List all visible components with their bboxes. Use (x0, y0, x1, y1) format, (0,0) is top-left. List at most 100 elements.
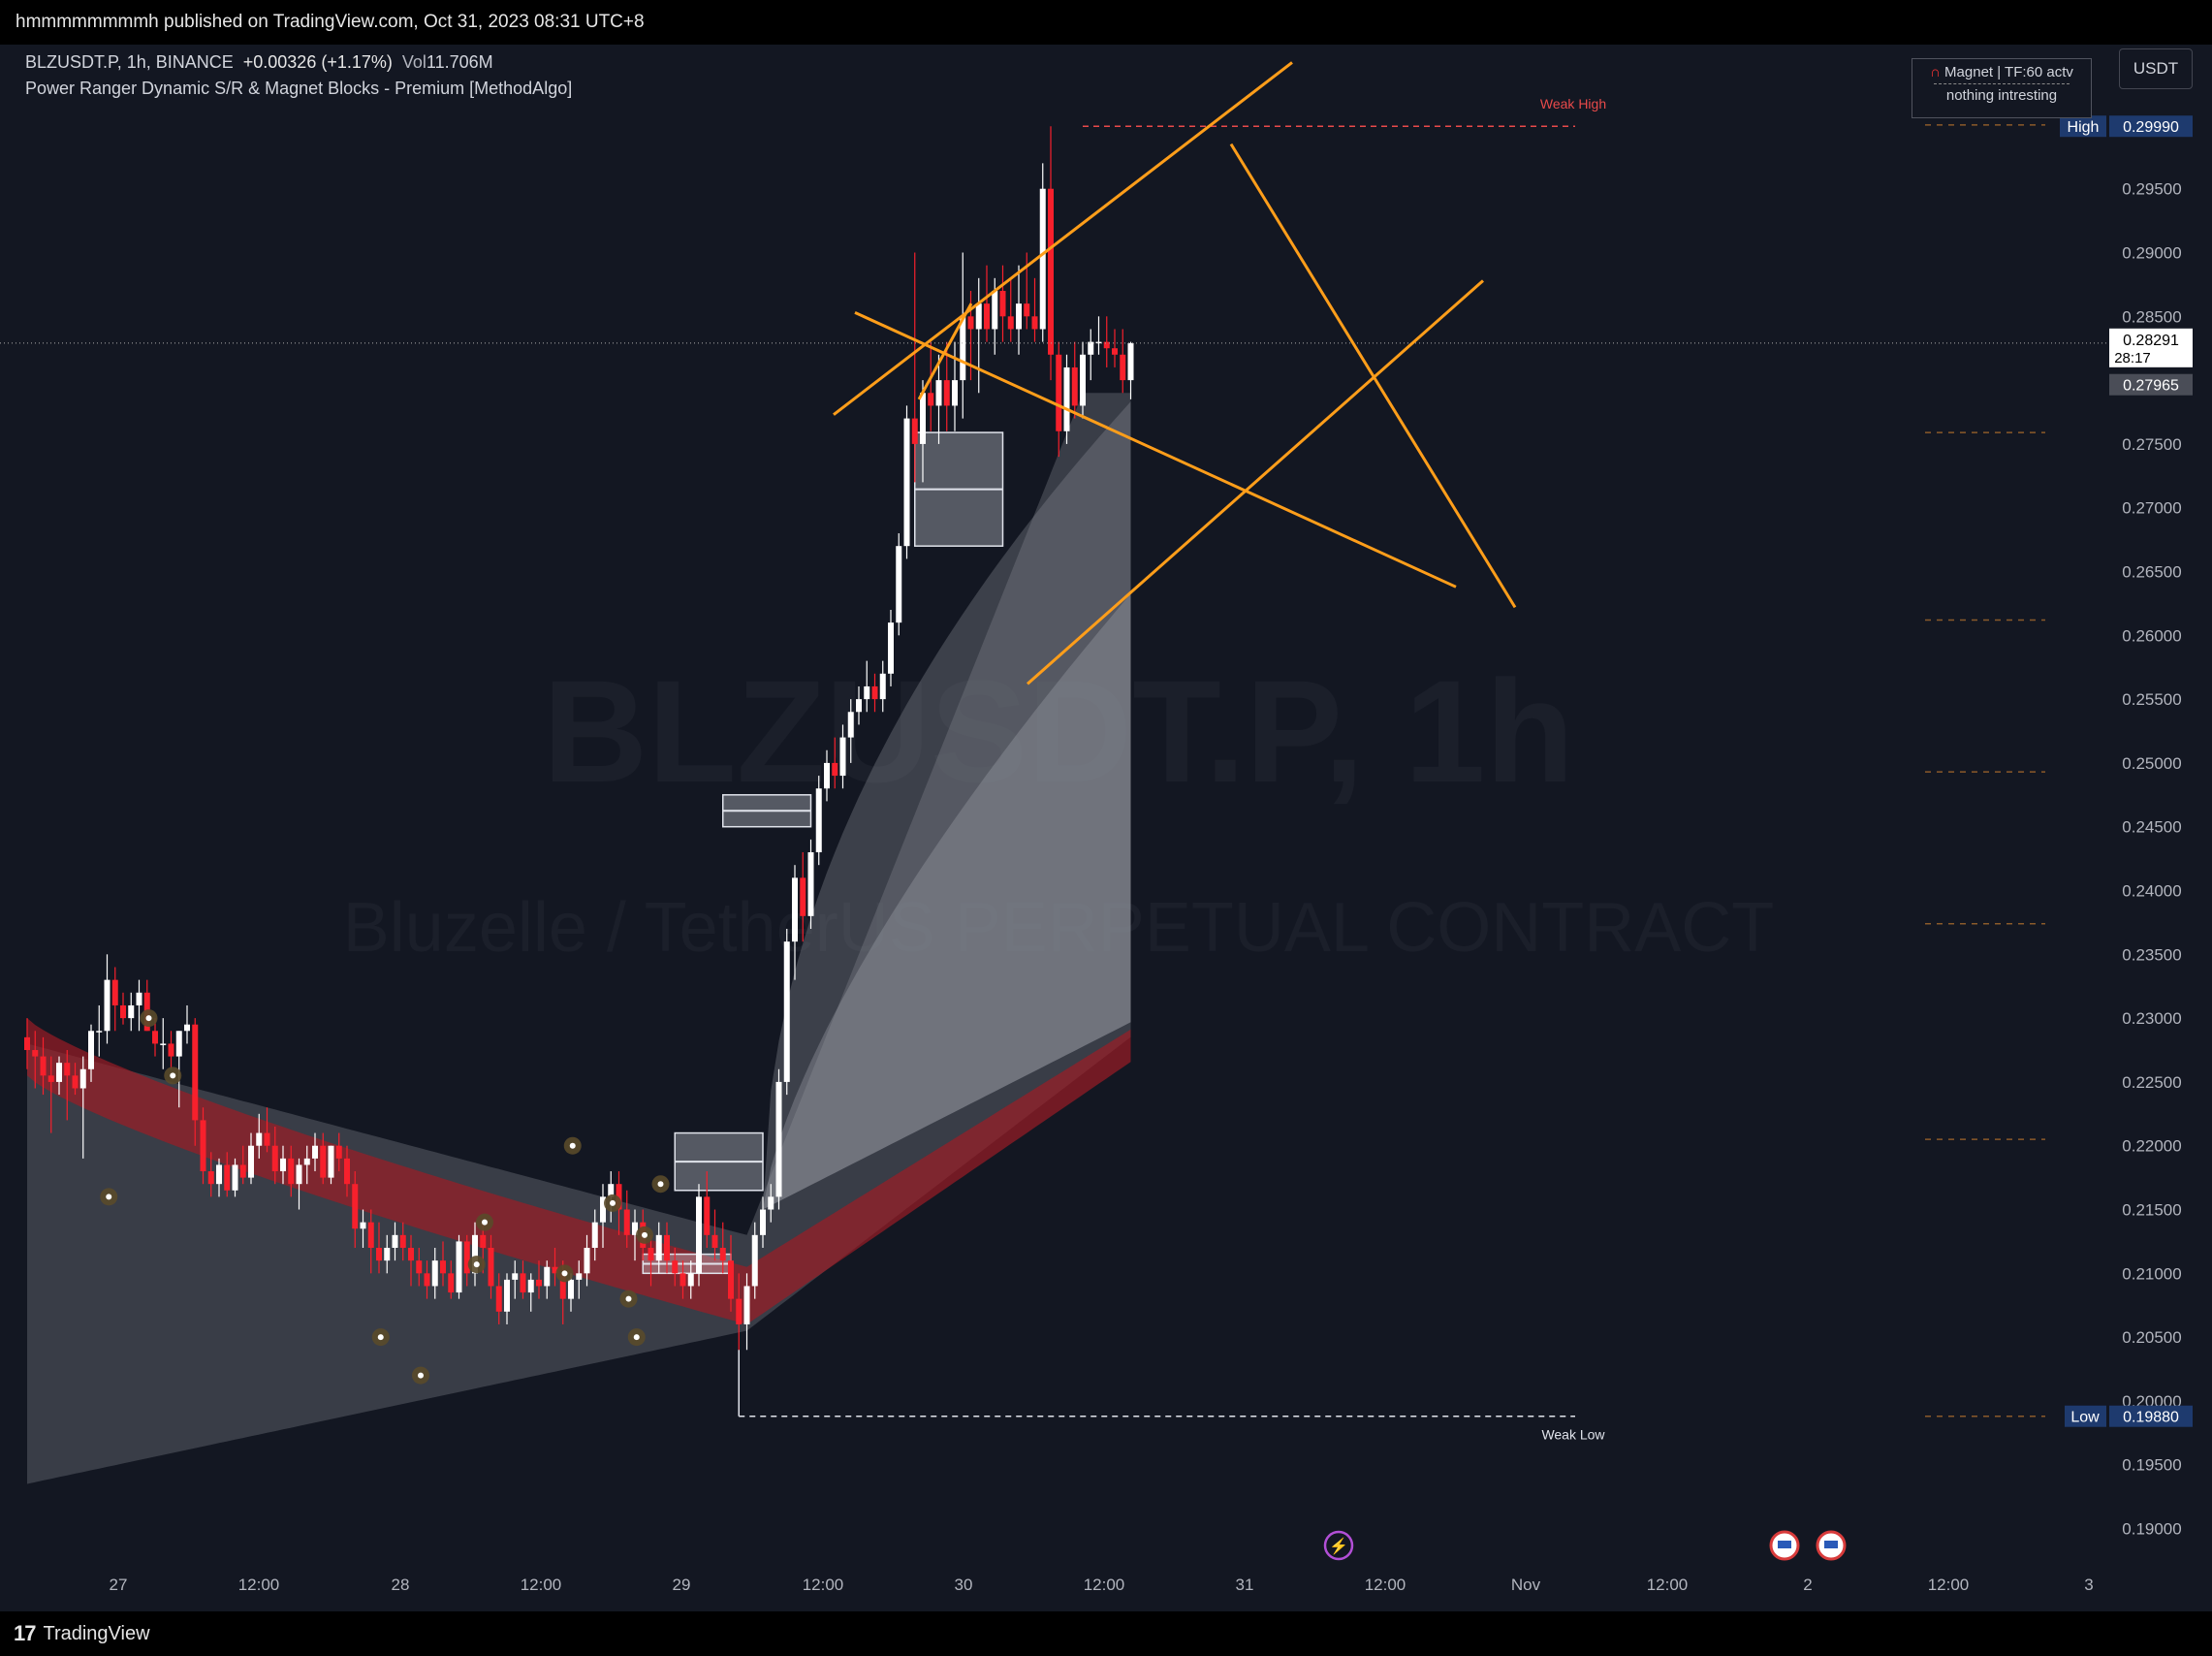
y-tick-label: 0.21500 (2122, 1201, 2181, 1220)
y-tick-label: 0.19000 (2122, 1520, 2181, 1539)
candle-body (392, 1234, 398, 1248)
pivot-marker-dot (569, 1142, 576, 1149)
legend-indicator[interactable]: Power Ranger Dynamic S/R & Magnet Blocks… (25, 79, 573, 98)
candle-body (847, 712, 854, 738)
candle-body (463, 1241, 470, 1274)
candle-body (367, 1222, 374, 1248)
candle-body (856, 699, 862, 713)
reference-price-badge (2109, 373, 2193, 396)
high-badge-tag (2060, 115, 2106, 138)
candle-body (783, 941, 790, 1082)
candle-body (1103, 341, 1110, 349)
x-tick-label: 12:00 (1928, 1576, 1970, 1594)
x-tick-label: 27 (110, 1576, 128, 1594)
pivot-marker-dot (473, 1261, 480, 1268)
candle-body (32, 1050, 39, 1057)
resistance-band-red (27, 1018, 1131, 1324)
candle-body (544, 1266, 551, 1287)
candle-body (512, 1273, 519, 1280)
legend-symbol[interactable]: BLZUSDT.P, 1h, BINANCE (25, 52, 234, 72)
tradingview-logo-icon[interactable]: 17 (14, 1621, 37, 1645)
candle-body (168, 1043, 174, 1057)
candle-body (928, 393, 934, 406)
trend-fan-outer (763, 401, 1131, 1210)
candle-body (559, 1273, 566, 1299)
low-badge (2109, 1405, 2193, 1427)
candle-body (584, 1247, 590, 1274)
candle-body (1127, 342, 1134, 381)
candle-body (888, 622, 894, 674)
candle-body (456, 1241, 462, 1293)
candle-body (1120, 354, 1126, 381)
candle-body (591, 1222, 598, 1248)
candle-body (384, 1247, 391, 1261)
candle-body (975, 303, 982, 330)
candle-body (696, 1196, 702, 1274)
candle-body (672, 1260, 679, 1274)
candle-body (1063, 366, 1070, 431)
candle-body (760, 1209, 766, 1235)
y-tick-label: 0.26000 (2122, 626, 2181, 645)
candle-body (480, 1234, 487, 1248)
candle-body (992, 290, 998, 330)
x-tick-label: Nov (1511, 1576, 1541, 1594)
candle-body (792, 877, 798, 942)
us-flag-field (1778, 1541, 1791, 1548)
x-tick-label: 12:00 (803, 1576, 844, 1594)
candle-body (711, 1234, 718, 1248)
candle-body (328, 1145, 334, 1178)
currency-button[interactable]: USDT (2119, 48, 2193, 89)
candle-body (719, 1247, 726, 1261)
candle-body (424, 1273, 430, 1287)
y-tick-label: 0.22000 (2122, 1137, 2181, 1156)
y-tick-label: 0.21000 (2122, 1264, 2181, 1283)
candle-body (552, 1266, 558, 1274)
candle-body (903, 418, 910, 547)
candle-body (448, 1273, 455, 1293)
x-tick-label: 12:00 (1365, 1576, 1406, 1594)
candle-body (47, 1075, 54, 1082)
candle-body (280, 1158, 286, 1172)
candle-body (960, 316, 966, 381)
candle-body (775, 1081, 782, 1197)
low-badge-label: Low (2070, 1410, 2100, 1426)
y-tick-label: 0.24000 (2122, 882, 2181, 901)
high-badge (2109, 115, 2193, 138)
candle-body (104, 979, 111, 1032)
candle-body (320, 1145, 327, 1178)
pivot-marker-dot (170, 1072, 176, 1079)
candle-body (1088, 341, 1094, 355)
candle-body (111, 979, 118, 1005)
candle-body (96, 1031, 103, 1033)
candle-body (1048, 188, 1054, 355)
candle-body (79, 1068, 86, 1089)
footer-brand[interactable]: TradingView (43, 1622, 150, 1644)
y-tick-label: 0.19500 (2122, 1456, 2181, 1475)
candle-body (136, 992, 142, 1005)
y-tick-label: 0.27000 (2122, 499, 2181, 518)
legend-change: +0.00326 (+1.17%) (242, 52, 393, 72)
candle-body (655, 1234, 662, 1261)
candle-body (495, 1286, 502, 1312)
candle-body (416, 1260, 423, 1274)
candle-body (248, 1145, 254, 1178)
candle-body (911, 418, 918, 444)
x-tick-label: 12:00 (238, 1576, 280, 1594)
candle-body (736, 1298, 743, 1324)
candle-body (216, 1164, 222, 1185)
x-tick-label: 12:00 (521, 1576, 562, 1594)
y-tick-label: 0.25500 (2122, 690, 2181, 709)
price-axis (2107, 45, 2212, 1611)
candle-body (687, 1273, 694, 1287)
legend-volume: Vol11.706M (402, 52, 493, 73)
candle-body (1080, 354, 1086, 406)
candle-body (623, 1209, 630, 1235)
x-tick-label: 28 (392, 1576, 410, 1594)
pivot-marker-dot (610, 1199, 616, 1206)
candle-body (128, 1004, 135, 1019)
published-header: hmmmmmmmmh published on TradingView.com,… (0, 0, 2212, 45)
y-tick-label: 0.22500 (2122, 1073, 2181, 1092)
candle-body (1031, 316, 1038, 330)
